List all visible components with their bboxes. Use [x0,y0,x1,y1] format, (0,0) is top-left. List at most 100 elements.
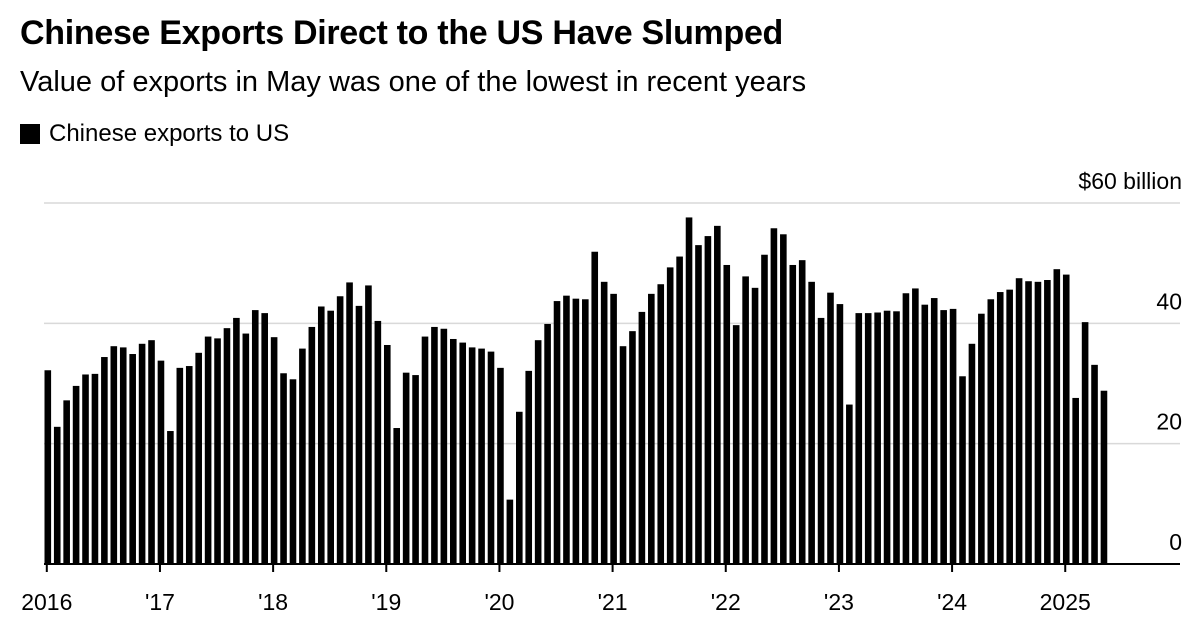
bar [270,337,278,564]
bar [251,310,259,564]
bar [223,328,231,564]
bar [355,305,363,564]
y-tick-label: 20 [1156,409,1182,435]
bar [204,336,212,564]
bar [780,234,787,565]
bar [770,228,778,564]
legend-swatch [20,124,40,144]
bar [506,499,514,564]
bar [299,348,306,564]
bar [959,376,966,564]
bar [827,292,834,564]
x-tick-label: 2025 [1040,589,1091,615]
bar [600,281,608,564]
bar [968,343,976,564]
bar [1072,397,1079,564]
bar [1091,364,1098,564]
bar [176,367,184,564]
bar [468,347,476,564]
bar [280,373,287,564]
bar [393,428,401,564]
legend: Chinese exports to US [20,120,289,148]
bar [1100,390,1108,564]
bar [214,338,221,565]
x-tick-label: 2016 [21,589,72,615]
bar [864,313,872,564]
bar [902,293,910,564]
bar [666,267,674,564]
bar [431,326,438,564]
bar [317,306,325,564]
bar [195,352,202,564]
bars [44,217,1108,565]
bar [1081,322,1089,564]
y-axis: 0 20 40 $60 billion [1078,168,1182,555]
bar [629,331,636,564]
bar [138,343,146,564]
bar [261,313,268,564]
bar [940,310,947,564]
bar [233,317,240,564]
bar [591,251,599,565]
bar [553,301,561,564]
bar [846,404,853,564]
x-tick-label: '21 [598,589,628,615]
bar [459,342,467,564]
bar [1006,289,1013,564]
x-tick-label: '18 [258,589,288,615]
bar [657,284,665,564]
bar [44,370,52,564]
bar [855,313,863,564]
bar [440,328,448,564]
bar [714,225,721,565]
bar [327,310,334,564]
x-tick-label: '20 [484,589,514,615]
bar [1025,281,1032,564]
bar [912,288,919,564]
y-tick-label: $60 billion [1078,168,1182,194]
bar [449,338,457,564]
legend-label: Chinese exports to US [49,120,290,147]
chart-subtitle: Value of exports in May was one of the l… [20,66,807,98]
bar [91,373,99,564]
bar [751,287,759,564]
bar [572,298,580,564]
bar [148,340,155,564]
bar [798,260,806,564]
bar [346,282,353,564]
bar [487,351,495,564]
bar [412,375,419,564]
bar [308,326,316,564]
bar [930,298,938,564]
bar [421,336,429,564]
bar [242,333,250,564]
bar [110,346,118,564]
bar [374,320,382,564]
bar [648,293,655,564]
bar [723,264,731,564]
bar [996,292,1004,564]
bar [676,256,683,564]
x-tick-label: '17 [145,589,175,615]
bar [742,276,749,564]
bar [1053,269,1061,564]
bar [704,236,712,564]
bar [101,357,108,564]
bar [119,347,127,564]
bar [1062,274,1070,564]
x-tick-label: '24 [937,589,967,615]
bar [874,312,881,564]
bar [949,308,957,564]
bar [893,311,900,564]
bar [129,354,136,564]
bar [534,340,542,564]
bar [167,431,174,564]
bar [921,304,929,564]
bar [478,348,485,564]
bar [525,370,533,564]
bar [516,411,523,564]
x-tick-label: '19 [371,589,401,615]
x-tick-label: '23 [824,589,854,615]
x-tick-label: '22 [711,589,741,615]
